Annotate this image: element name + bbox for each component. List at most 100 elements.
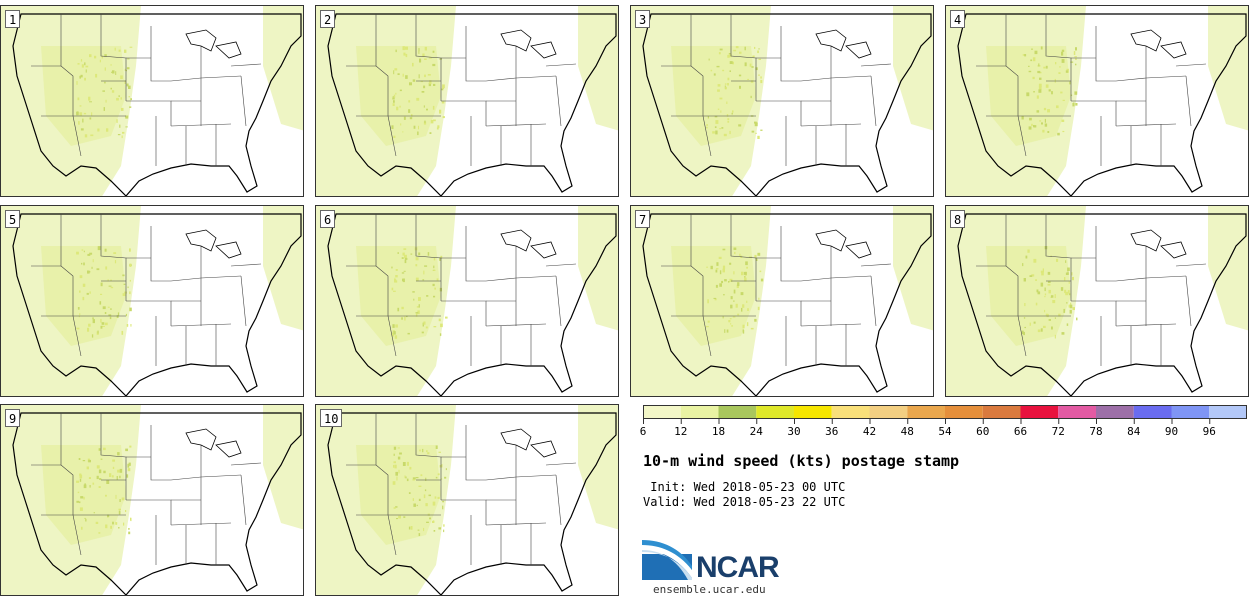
wind-speck — [713, 297, 716, 299]
state-boundary — [730, 214, 757, 301]
wind-speck — [759, 270, 762, 273]
colorbar-tick-label: 60 — [976, 425, 990, 438]
colorbar-tick-label: 18 — [711, 425, 726, 438]
wind-speck — [1039, 120, 1042, 122]
wind-speck — [129, 445, 132, 448]
wind-speck — [1073, 102, 1075, 106]
map-panel-8: 8 — [945, 205, 1249, 397]
wind-speck — [755, 132, 757, 134]
state-boundary — [60, 413, 74, 515]
wind-speck — [84, 134, 88, 138]
wind-speck — [105, 524, 108, 529]
wind-speck — [125, 69, 127, 72]
wind-speck — [721, 280, 723, 284]
wind-speck — [754, 254, 757, 259]
us-map — [1, 6, 303, 196]
state-boundary — [671, 115, 712, 157]
wind-speck — [422, 448, 424, 453]
wind-speck — [732, 316, 736, 318]
wind-speck — [1065, 70, 1068, 73]
wind-speck — [1072, 307, 1075, 310]
wind-speck — [98, 469, 102, 474]
wind-speck — [397, 447, 400, 449]
state-boundary — [126, 499, 172, 525]
wind-speck — [114, 260, 117, 264]
wind-speck — [391, 332, 395, 337]
wind-speck — [731, 112, 733, 115]
wind-speck — [412, 498, 414, 501]
wind-speck — [98, 448, 101, 451]
wind-speck — [440, 255, 443, 259]
wind-speck — [726, 114, 729, 117]
wind-speck — [721, 127, 724, 129]
wind-speck — [757, 306, 760, 311]
wind-speck — [85, 69, 87, 73]
wind-speck — [116, 315, 119, 318]
wind-shading-east — [578, 6, 618, 131]
wind-speck — [403, 52, 406, 56]
wind-speck — [80, 74, 83, 78]
wind-speck — [418, 297, 421, 301]
wind-speck — [1069, 304, 1073, 309]
state-boundary — [515, 75, 557, 79]
wind-speck — [443, 529, 445, 533]
wind-speck — [432, 521, 435, 523]
wind-speck — [418, 485, 422, 487]
wind-speck — [95, 521, 99, 524]
wind-speck — [404, 259, 407, 264]
state-boundary — [780, 226, 832, 282]
wind-speck — [78, 315, 80, 318]
wind-speck — [76, 327, 80, 330]
wind-shading-east — [893, 6, 933, 131]
colorbar-tick-label: 90 — [1164, 425, 1179, 438]
colorbar-segment — [1020, 405, 1059, 419]
wind-speck — [1038, 83, 1042, 87]
wind-speck — [76, 81, 78, 85]
wind-speck — [83, 496, 85, 500]
wind-speck — [1067, 290, 1070, 294]
state-boundary — [230, 462, 262, 466]
wind-speck — [1075, 103, 1078, 106]
wind-speck — [100, 282, 103, 287]
wind-speck — [725, 86, 727, 90]
wind-speck — [716, 262, 719, 266]
wind-speck — [130, 98, 132, 101]
great-lakes — [1130, 229, 1187, 259]
wind-speck — [430, 119, 434, 124]
wind-speck — [77, 63, 80, 65]
wind-speck — [435, 476, 438, 479]
wind-speck — [722, 316, 724, 319]
map-panel-2: 2 — [315, 5, 619, 197]
wind-speck — [89, 54, 92, 58]
wind-speck — [445, 316, 448, 319]
wind-speck — [415, 477, 419, 479]
wind-speck — [713, 73, 716, 76]
wind-speck — [428, 494, 431, 497]
wind-speck — [104, 67, 106, 71]
wind-speck — [1044, 287, 1046, 292]
wind-speck — [412, 79, 416, 82]
wind-speck — [1047, 271, 1051, 275]
wind-speck — [110, 64, 112, 66]
wind-speck — [739, 85, 741, 89]
panel-number: 1 — [5, 10, 21, 28]
wind-speck — [1024, 303, 1026, 307]
colorbar-tick-label: 78 — [1089, 425, 1103, 438]
colorbar — [643, 405, 1247, 419]
wind-speck — [124, 80, 126, 84]
colorbar-segment — [756, 405, 794, 419]
wind-speck — [742, 324, 745, 329]
wind-speck — [129, 279, 131, 282]
wind-speck — [402, 131, 404, 133]
map-panel-10: 10 — [315, 404, 619, 596]
wind-shading-east — [1208, 206, 1248, 331]
wind-speck — [1032, 57, 1036, 62]
great-lakes — [500, 29, 557, 59]
wind-speck — [394, 68, 398, 71]
wind-speck — [727, 77, 730, 81]
wind-speck — [418, 125, 419, 130]
wind-speck — [735, 303, 738, 308]
wind-speck — [91, 334, 94, 338]
wind-speck — [402, 252, 405, 256]
wind-speck — [1031, 123, 1033, 126]
